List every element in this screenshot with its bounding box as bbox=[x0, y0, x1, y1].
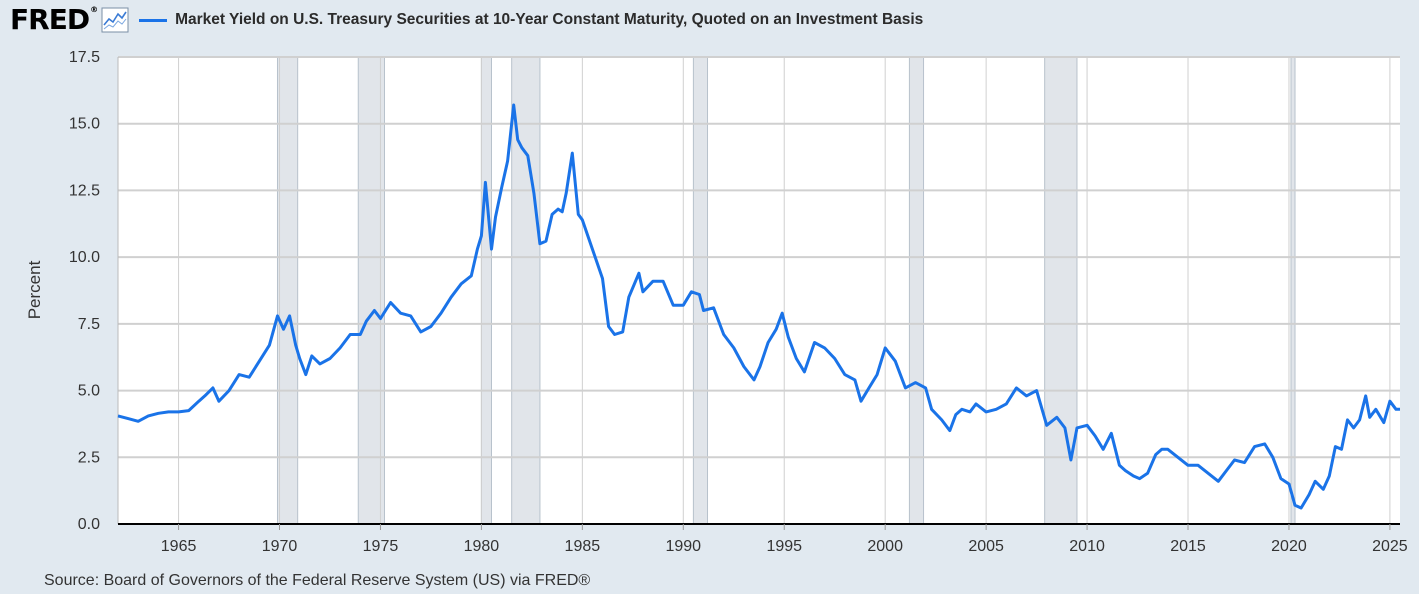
y-tick-label: 17.5 bbox=[69, 49, 100, 66]
x-tick-label: 2000 bbox=[867, 538, 903, 555]
recession-band bbox=[1290, 56, 1296, 525]
y-tick-label: 0.0 bbox=[78, 516, 100, 533]
legend-swatch bbox=[139, 18, 168, 22]
chart-title: Market Yield on U.S. Treasury Securities… bbox=[175, 11, 924, 28]
x-tick-label: 1970 bbox=[262, 538, 298, 555]
recession-band bbox=[480, 56, 492, 525]
y-tick-label: 7.5 bbox=[78, 316, 100, 333]
y-tick-label: 12.5 bbox=[69, 182, 100, 199]
x-tick-label: 1965 bbox=[161, 538, 197, 555]
y-tick-label: 5.0 bbox=[78, 383, 100, 400]
x-tick-label: 1990 bbox=[665, 538, 701, 555]
x-tick-label: 2020 bbox=[1271, 538, 1307, 555]
x-tick-label: 2005 bbox=[968, 538, 1004, 555]
y-tick-label: 10.0 bbox=[69, 249, 100, 266]
x-tick-label: 1985 bbox=[565, 538, 601, 555]
source-note: Source: Board of Governors of the Federa… bbox=[44, 572, 591, 589]
chart-header: FRED® Market Yield on U.S. Treasury Secu… bbox=[10, 2, 923, 38]
recession-band bbox=[276, 56, 299, 525]
x-tick-label: 2010 bbox=[1069, 538, 1105, 555]
x-tick-label: 2015 bbox=[1170, 538, 1206, 555]
plot-area bbox=[118, 57, 1400, 524]
y-tick-label: 2.5 bbox=[78, 449, 100, 466]
x-tick-label: 1980 bbox=[464, 538, 500, 555]
x-tick-label: 1995 bbox=[766, 538, 802, 555]
x-tick-label: 2025 bbox=[1372, 538, 1408, 555]
recession-band bbox=[908, 56, 925, 525]
line-graph-icon[interactable] bbox=[101, 7, 129, 33]
y-tick-label: 15.0 bbox=[69, 116, 100, 133]
series-line bbox=[117, 103, 1400, 510]
fred-logo[interactable]: FRED® bbox=[10, 3, 98, 36]
y-axis-label: Percent bbox=[25, 260, 44, 319]
recession-band bbox=[692, 56, 709, 525]
x-tick-label: 1975 bbox=[363, 538, 399, 555]
